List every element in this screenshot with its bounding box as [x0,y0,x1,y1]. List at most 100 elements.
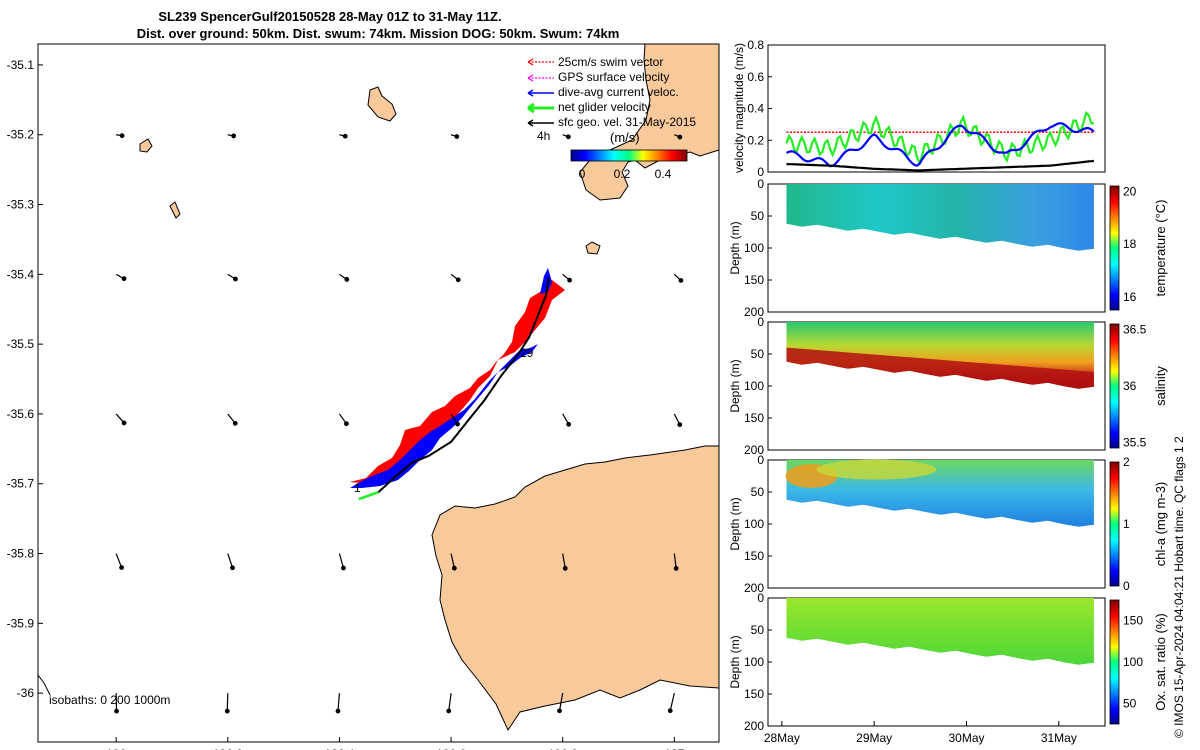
geo-arrow [227,553,235,571]
geo-arrow [557,693,564,714]
velocity-series-line [785,110,1094,166]
map-xtick-label: 137 [664,747,684,750]
map-ytick-label: -35.3 [7,198,35,212]
isobaths-label: isobaths: 0 200 1000m [49,693,170,707]
geo-arrow [339,133,348,139]
geo-arrow [227,413,238,426]
geo-arrow [450,413,460,427]
profile-panel-oxygen: 0 50 100 150 200 Depth (m) 50 100 150 Ox. sat. ra… [728,591,1168,733]
map-ytick-label: -35.1 [7,58,35,72]
colorbar-label: chl-a (mg m-3) [1153,482,1168,567]
depth-tick-label: 50 [751,623,765,637]
depth-tick-label: 100 [744,517,764,531]
depth-tick-label: 150 [744,687,764,701]
map-ytick-label: -35.2 [7,128,35,142]
map-ytick-label: -36 [17,686,35,700]
depth-tick-label: 0 [757,453,764,467]
dive-avg-current-blue-fan [350,344,538,488]
colorbar-tick-label: 18 [1123,237,1137,251]
velocity-ytick-label: 0.6 [747,70,764,84]
profile-panel-temperature: 0 50 100 150 200 Depth (m) 16 18 20 temperature (… [728,177,1168,319]
colorbar-tick-label: 1 [1123,517,1130,531]
chl-mid-patch [816,459,937,480]
profile-colorbar [1109,185,1120,311]
colorbar-label: salinity [1153,366,1168,406]
net-glider-velocity-track [358,490,379,501]
depth-tick-label: 0 [757,315,764,329]
geo-arrow [116,133,125,139]
legend-swim-vector: 25cm/s swim vector [558,55,663,69]
geo-arrow [338,413,349,427]
geo-arrow [562,413,572,427]
velocity-ytick-label: 0.2 [747,133,764,147]
depth-tick-label: 200 [744,305,764,319]
glider-track [358,277,550,501]
depth-tick-label: 150 [744,411,764,425]
map-xtick-label: 136.6 [436,747,466,750]
map-y-axis: -35.1 -35.2 -35.3 -35.4 -35.5 -35.6 -35.7 -35.8… [7,58,43,700]
map-xtick-label: 136 [106,747,126,750]
colorbar-tick-label: 36.5 [1123,323,1147,337]
depth-tick-label: 100 [744,241,764,255]
profile-data-region [786,598,1094,665]
depth-tick-label: 150 [744,273,764,287]
legend: 25cm/s swim vector GPS surface velocity … [527,55,696,129]
map-ytick-label: -35.4 [7,267,35,281]
track-label-end: 29 [520,346,534,360]
velocity-y-axis: 0 0.2 0.4 0.6 0.8 [747,38,772,179]
legend-gps-velocity: GPS surface velocity [558,70,669,84]
depth-tick-label: 50 [751,347,765,361]
colorbar-tick-label: 100 [1123,655,1143,669]
land-corner-bottom-left [38,674,51,696]
profile-colorbar [1109,599,1120,725]
velocity-frame [767,44,1106,173]
track-label-start: 1 [354,481,361,495]
colorbar-tick-label: 36 [1123,379,1137,393]
map-ytick-label: -35.7 [7,477,35,491]
map-colorbar-tick-0: 0 [579,167,586,181]
legend-dive-avg: dive-avg current veloc. [558,85,679,99]
map-frame [37,43,720,743]
geo-arrow [446,693,452,714]
geo-arrow [562,273,572,283]
credit-text: © IMOS 15-Apr-2024 04:04:21 Hobart time.… [1172,436,1186,738]
depth-ylabel: Depth (m) [728,635,742,688]
colorbar-tick-label: 50 [1123,696,1137,710]
geo-arrow [114,693,119,714]
geo-arrow [450,273,461,283]
geo-arrow [338,553,346,571]
colorbar-tick-label: 150 [1123,614,1143,628]
velocity-series [785,110,1095,172]
profile-data-region [786,184,1094,251]
geo-arrow [227,273,238,282]
geo-arrow [115,273,127,282]
depth-tick-label: 200 [744,719,764,733]
velocity-series-line [786,159,1095,172]
land-island-small-3 [585,241,601,255]
geo-arrow [673,553,679,571]
time-axis: 28May 29May 30May 31May [764,721,1077,745]
geo-arrow [227,133,237,139]
colorbar-tick-label: 0 [1123,579,1130,593]
depth-tick-label: 50 [751,485,765,499]
depth-tick-label: 150 [744,549,764,563]
depth-tick-label: 200 [744,581,764,595]
figure-title-line2: Dist. over ground: 50km. Dist. swum: 74k… [137,26,620,41]
time-tick-label: 30May [948,731,984,745]
velocity-panel: 0 0.2 0.4 0.6 0.8 velocity magnitude (m/s) [732,38,1106,179]
depth-tick-label: 50 [751,209,765,223]
geo-arrow [335,693,341,714]
geo-arrow [339,273,350,282]
map-xtick-label: 136.8 [548,747,578,750]
dive-avg-current-blue-fan-top [540,268,552,294]
depth-ylabel: Depth (m) [728,359,742,412]
velocity-ytick-label: 0.4 [747,102,764,116]
profile-panel-chl-a: 0 50 100 150 200 Depth (m) 0 1 2 chl-a (mg m-3) [728,453,1168,595]
map-xtick-label: 136.4 [324,747,354,750]
geo-arrow [450,553,457,571]
geo-arrow [115,413,127,426]
geo-arrow [115,553,124,570]
colorbar-tick-label: 2 [1123,455,1130,469]
legend-sfc-geo: sfc geo. vel. 31-May-2015 [558,115,696,129]
